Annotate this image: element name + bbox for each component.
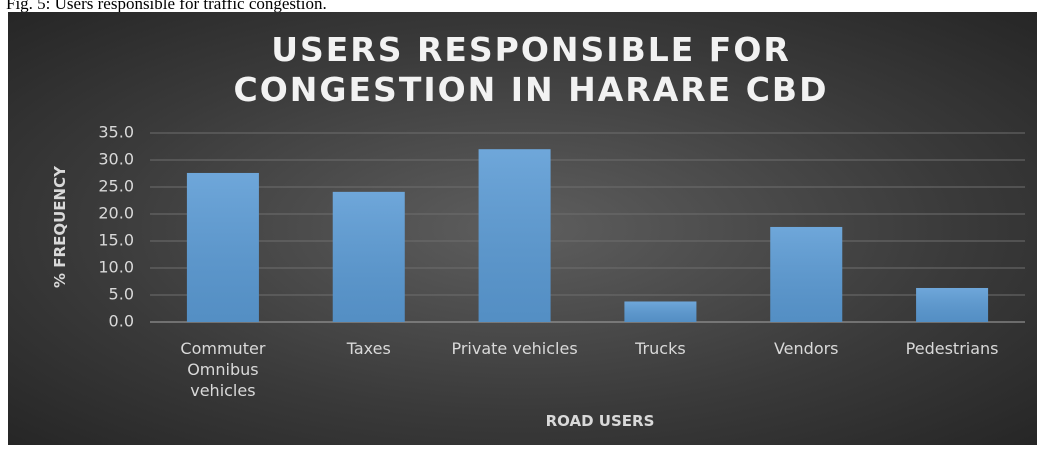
x-tick-label: Commuter Omnibus vehicles [180, 339, 266, 400]
x-tick-label: Pedestrians [905, 339, 999, 358]
bar-shade [624, 301, 697, 322]
y-tick-label: 10.0 [98, 258, 134, 277]
y-tick-label: 30.0 [98, 150, 134, 169]
y-tick-label: 15.0 [98, 231, 134, 250]
y-tick-label: 25.0 [98, 177, 134, 196]
y-tick-label: 35.0 [98, 123, 134, 142]
bar-shade [478, 149, 551, 322]
y-axis-title: % FREQUENCY [51, 166, 69, 288]
x-axis-title: ROAD USERS [545, 412, 655, 430]
y-tick-label: 5.0 [109, 285, 134, 304]
y-tick-label: 0.0 [109, 312, 134, 331]
bar-shade [916, 287, 989, 322]
x-tick-label: Taxes [346, 339, 391, 358]
caption: Fig. 5: Users responsible for traffic co… [6, 0, 327, 13]
bar-shade [770, 226, 843, 322]
chart-title: USERS RESPONSIBLE FOR CONGESTION IN HARA… [233, 30, 829, 109]
y-tick-label: 20.0 [98, 204, 134, 223]
x-tick-label: Trucks [635, 339, 686, 358]
x-tick-label: Vendors [773, 339, 839, 358]
x-tick-label: Private vehicles [451, 339, 578, 358]
bar-shade [332, 191, 405, 322]
bar-shade [186, 172, 259, 322]
